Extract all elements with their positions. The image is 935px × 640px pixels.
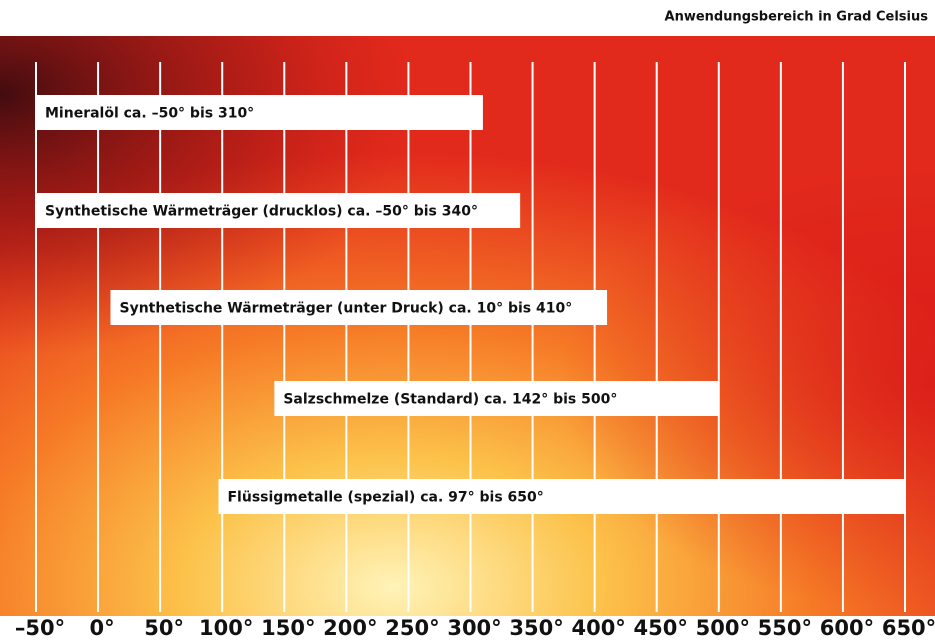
- bar-label: Synthetische Wärmeträger (unter Druck) c…: [119, 301, 572, 317]
- bar-label: Mineralöl ca. –50° bis 310°: [45, 106, 254, 122]
- range-bar: [218, 479, 906, 514]
- x-tick-label: 50°: [144, 616, 184, 640]
- bar-label: Synthetische Wärmeträger (drucklos) ca. …: [45, 204, 478, 220]
- range-bar: [36, 95, 483, 130]
- x-tick-label: 0°: [90, 616, 115, 640]
- x-tick-label: 400°: [571, 616, 625, 640]
- x-tick-label: 200°: [323, 616, 377, 640]
- x-tick-label: 150°: [261, 616, 315, 640]
- x-tick-label: 500°: [696, 616, 750, 640]
- x-tick-label: 450°: [634, 616, 688, 640]
- x-tick-label: 650°: [882, 616, 935, 640]
- bar-label: Salzschmelze (Standard) ca. 142° bis 500…: [283, 392, 617, 408]
- x-tick-label: 100°: [199, 616, 253, 640]
- range-bar: [110, 290, 608, 325]
- range-bar: [274, 381, 719, 416]
- x-tick-label: 250°: [385, 616, 439, 640]
- background-shade: [0, 36, 935, 616]
- x-tick-label: 600°: [820, 616, 874, 640]
- x-tick-label: 550°: [758, 616, 812, 640]
- range-bar: [36, 193, 521, 228]
- x-tick-label: 300°: [447, 616, 501, 640]
- x-tick-label: 350°: [509, 616, 563, 640]
- bar-label: Flüssigmetalle (spezial) ca. 97° bis 650…: [227, 490, 543, 506]
- x-tick-label: –50°: [15, 616, 65, 640]
- axis-label: Anwendungsbereich in Grad Celsius: [665, 10, 929, 25]
